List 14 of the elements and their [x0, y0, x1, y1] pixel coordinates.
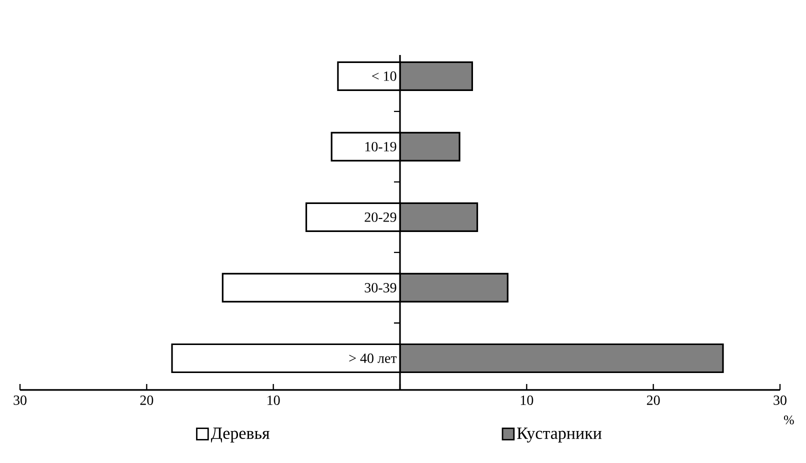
x-tick-label: 10: [268, 396, 280, 405]
y-tick-label: < 10: [372, 71, 396, 81]
x-tick-label: 10: [520, 396, 534, 405]
y-tick-label: 10-19: [365, 142, 396, 152]
x-tick-label: 20: [140, 396, 154, 405]
y-tick-label: 30-39: [364, 283, 396, 292]
x-tick-label: 30: [14, 396, 26, 405]
x-tick-label: 30: [774, 396, 786, 405]
y-tick-label: 20-29: [364, 212, 396, 222]
x-axis-title: %: [784, 416, 794, 424]
legend-label: Кустарники: [517, 428, 602, 442]
legend-label: Деревья: [210, 428, 270, 442]
y-tick-label: > 40 лет: [349, 354, 397, 363]
x-tick-label: 20: [646, 396, 660, 405]
